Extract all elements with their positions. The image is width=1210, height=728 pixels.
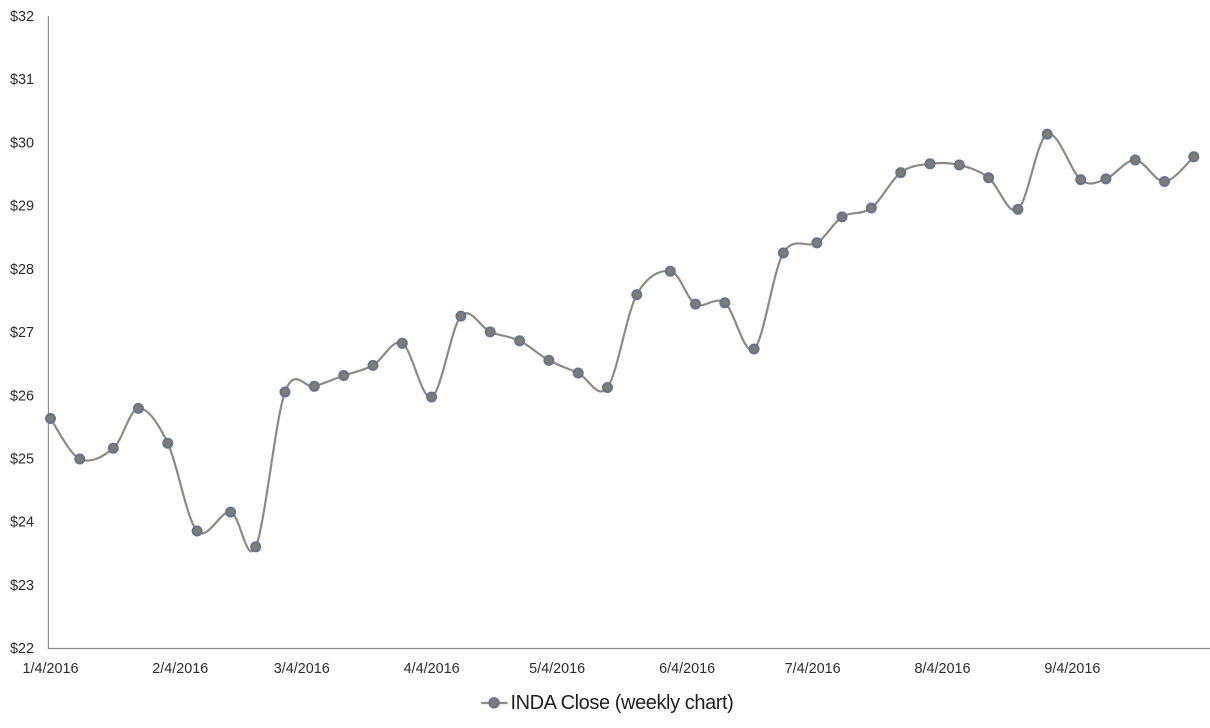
svg-text:2/4/2016: 2/4/2016 [152,661,208,677]
svg-text:$31: $31 [10,72,34,88]
svg-text:$28: $28 [10,262,34,278]
svg-text:$30: $30 [10,135,34,151]
svg-text:1/4/2016: 1/4/2016 [22,661,78,677]
svg-text:5/4/2016: 5/4/2016 [529,661,585,677]
svg-text:9/4/2016: 9/4/2016 [1044,661,1100,677]
svg-text:$27: $27 [10,325,34,341]
svg-text:$22: $22 [10,641,34,657]
svg-text:$25: $25 [10,452,34,468]
svg-text:$26: $26 [10,388,34,404]
svg-text:8/4/2016: 8/4/2016 [914,661,970,677]
svg-text:3/4/2016: 3/4/2016 [274,661,330,677]
svg-text:$32: $32 [10,9,34,25]
svg-text:$29: $29 [10,199,34,215]
svg-text:7/4/2016: 7/4/2016 [785,661,841,677]
svg-text:$24: $24 [10,515,34,531]
svg-text:6/4/2016: 6/4/2016 [659,661,715,677]
svg-text:$23: $23 [10,578,34,594]
svg-text:INDA Close (weekly chart): INDA Close (weekly chart) [511,692,734,714]
svg-text:4/4/2016: 4/4/2016 [404,661,460,677]
